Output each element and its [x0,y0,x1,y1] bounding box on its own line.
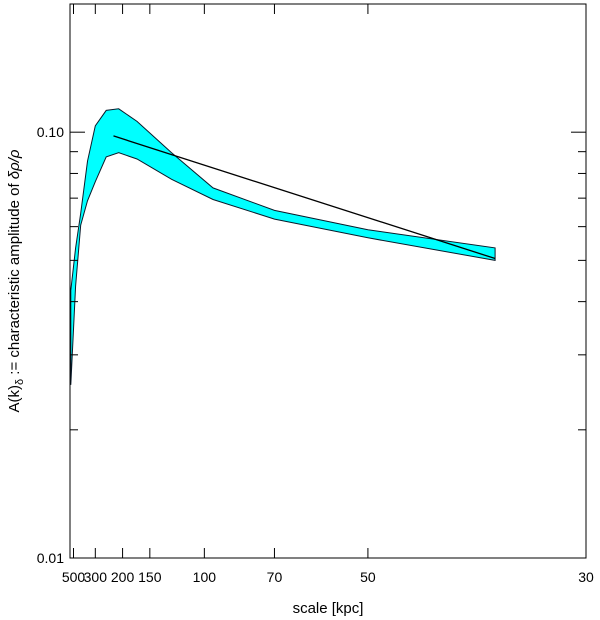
y-tick-label: 0.10 [37,124,64,140]
x-tick-label: 70 [267,569,283,585]
x-axis-label: scale [kpc] [293,600,364,617]
fit-line-layer [113,135,496,260]
x-tick-label: 100 [193,569,217,585]
plot-frame [69,3,587,559]
tick-layer [70,3,587,559]
y-axis-label-pre: A(k) [6,385,23,413]
x-tick-label: 30 [578,569,594,585]
x-tick-label: 200 [111,569,135,585]
x-tick-label: 50 [360,569,376,585]
y-axis-label-sub: δ [14,379,26,385]
fit-line [113,135,496,260]
band-layer [70,108,496,385]
x-tick-label: 150 [138,569,162,585]
y-axis-label: A(k)δ := characteristic amplitude of δρ/… [6,149,26,412]
x-tick-label: 300 [84,569,108,585]
x-tick-label: 500 [62,569,86,585]
y-axis-label-italic: δρ/ρ [6,149,23,179]
y-axis-label-post: := characteristic amplitude of [6,179,23,379]
uncertainty-band [70,108,496,385]
y-tick-label: 0.01 [37,550,64,566]
